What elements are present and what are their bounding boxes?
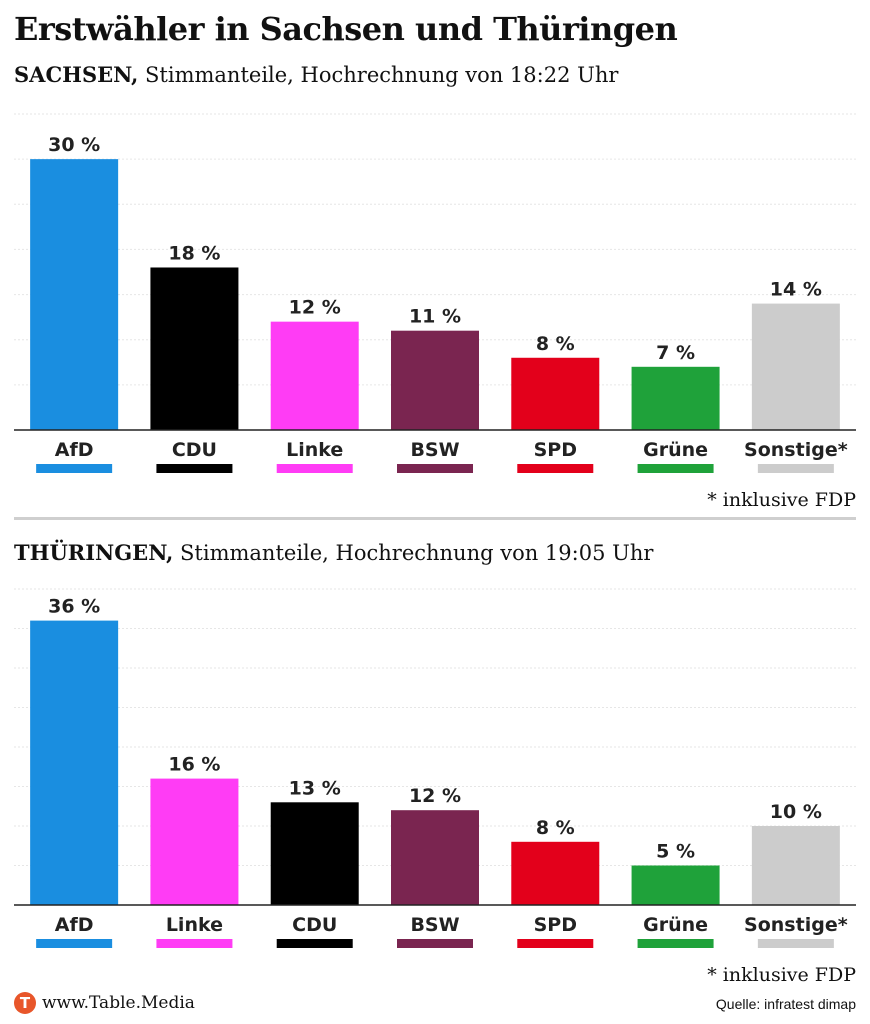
bar-bsw [391,330,479,430]
chart-svg: 30 % AfD 18 % CDU 12 % Linke 11 % BSW 8 % SPD 7 % G… [14,113,856,473]
data-label: 18 % [168,242,220,264]
category-label: Linke [166,914,223,936]
bar-cdu [270,802,359,905]
category-label: Grüne [643,439,708,461]
category-label: Sonstige* [744,914,848,936]
bar-afd [30,620,119,905]
legend-swatch [36,939,113,948]
section-heading-sachsen: SACHSEN, Stimmanteile, Hochrechnung von … [14,62,618,87]
source-note: Quelle: infratest dimap [715,996,856,1012]
footnote-sachsen: * inklusive FDP [707,489,856,511]
logo-icon: T [14,992,36,1014]
category-label: AfD [55,439,94,461]
legend-swatch [276,464,353,473]
legend-swatch [276,939,353,948]
category-label: SPD [534,439,577,461]
table-media-logo[interactable]: T www.Table.Media [14,992,195,1014]
data-label: 12 % [409,785,461,807]
legend-swatch [757,939,834,948]
legend-swatch [517,939,594,948]
legend-swatch [397,464,473,473]
region-name: THÜRINGEN, [14,540,174,565]
bar-chart-sachsen: 30 % AfD 18 % CDU 12 % Linke 11 % BSW 8 % SPD 7 % G… [0,100,870,480]
section-heading-thueringen: THÜRINGEN, Stimmanteile, Hochrechnung vo… [14,540,653,565]
site-link: www.Table.Media [42,993,195,1013]
legend-swatch [156,464,233,473]
data-label: 5 % [656,841,695,863]
data-label: 7 % [656,342,695,364]
legend-swatch [517,464,594,473]
legend-swatch [36,464,113,473]
footnote-thueringen: * inklusive FDP [707,964,856,986]
bar-grne [631,366,720,430]
bar-bsw [391,810,479,905]
bar-chart-thueringen: 36 % AfD 16 % Linke 13 % CDU 12 % BSW 8 % SPD 5 % G… [0,578,870,958]
chart-title: Erstwähler in Sachsen und Thüringen [14,10,678,48]
bar-sonstige [751,303,840,430]
category-label: CDU [172,439,217,461]
chart-svg: 36 % AfD 16 % Linke 13 % CDU 12 % BSW 8 % SPD 5 % G… [14,588,856,948]
data-label: 10 % [770,801,822,823]
data-label: 11 % [409,306,461,328]
bar-cdu [150,267,239,430]
section-subtitle: Stimmanteile, Hochrechnung von 18:22 Uhr [145,63,619,87]
category-label: SPD [534,914,577,936]
category-label: Sonstige* [744,439,848,461]
data-label: 36 % [48,596,100,618]
bar-grne [631,865,720,905]
category-label: BSW [410,914,459,936]
legend-swatch [156,939,233,948]
data-label: 8 % [536,333,575,355]
data-label: 30 % [48,134,100,156]
legend-swatch [397,939,473,948]
data-label: 13 % [289,777,341,799]
category-label: BSW [410,439,459,461]
data-label: 12 % [289,297,341,319]
legend-swatch [637,939,714,948]
data-label: 14 % [770,279,822,301]
legend-swatch [637,464,714,473]
bar-sonstige [751,826,840,905]
category-label: Grüne [643,914,708,936]
bar-linke [150,778,239,905]
category-label: CDU [292,914,337,936]
category-label: AfD [55,914,94,936]
bar-linke [270,321,359,430]
data-label: 8 % [536,817,575,839]
bar-afd [30,159,119,430]
category-label: Linke [286,439,343,461]
bar-spd [511,357,600,430]
region-name: SACHSEN, [14,62,139,87]
data-label: 16 % [168,754,220,776]
section-subtitle: Stimmanteile, Hochrechnung von 19:05 Uhr [180,541,654,565]
bar-spd [511,841,600,905]
section-divider [14,517,856,520]
legend-swatch [757,464,834,473]
